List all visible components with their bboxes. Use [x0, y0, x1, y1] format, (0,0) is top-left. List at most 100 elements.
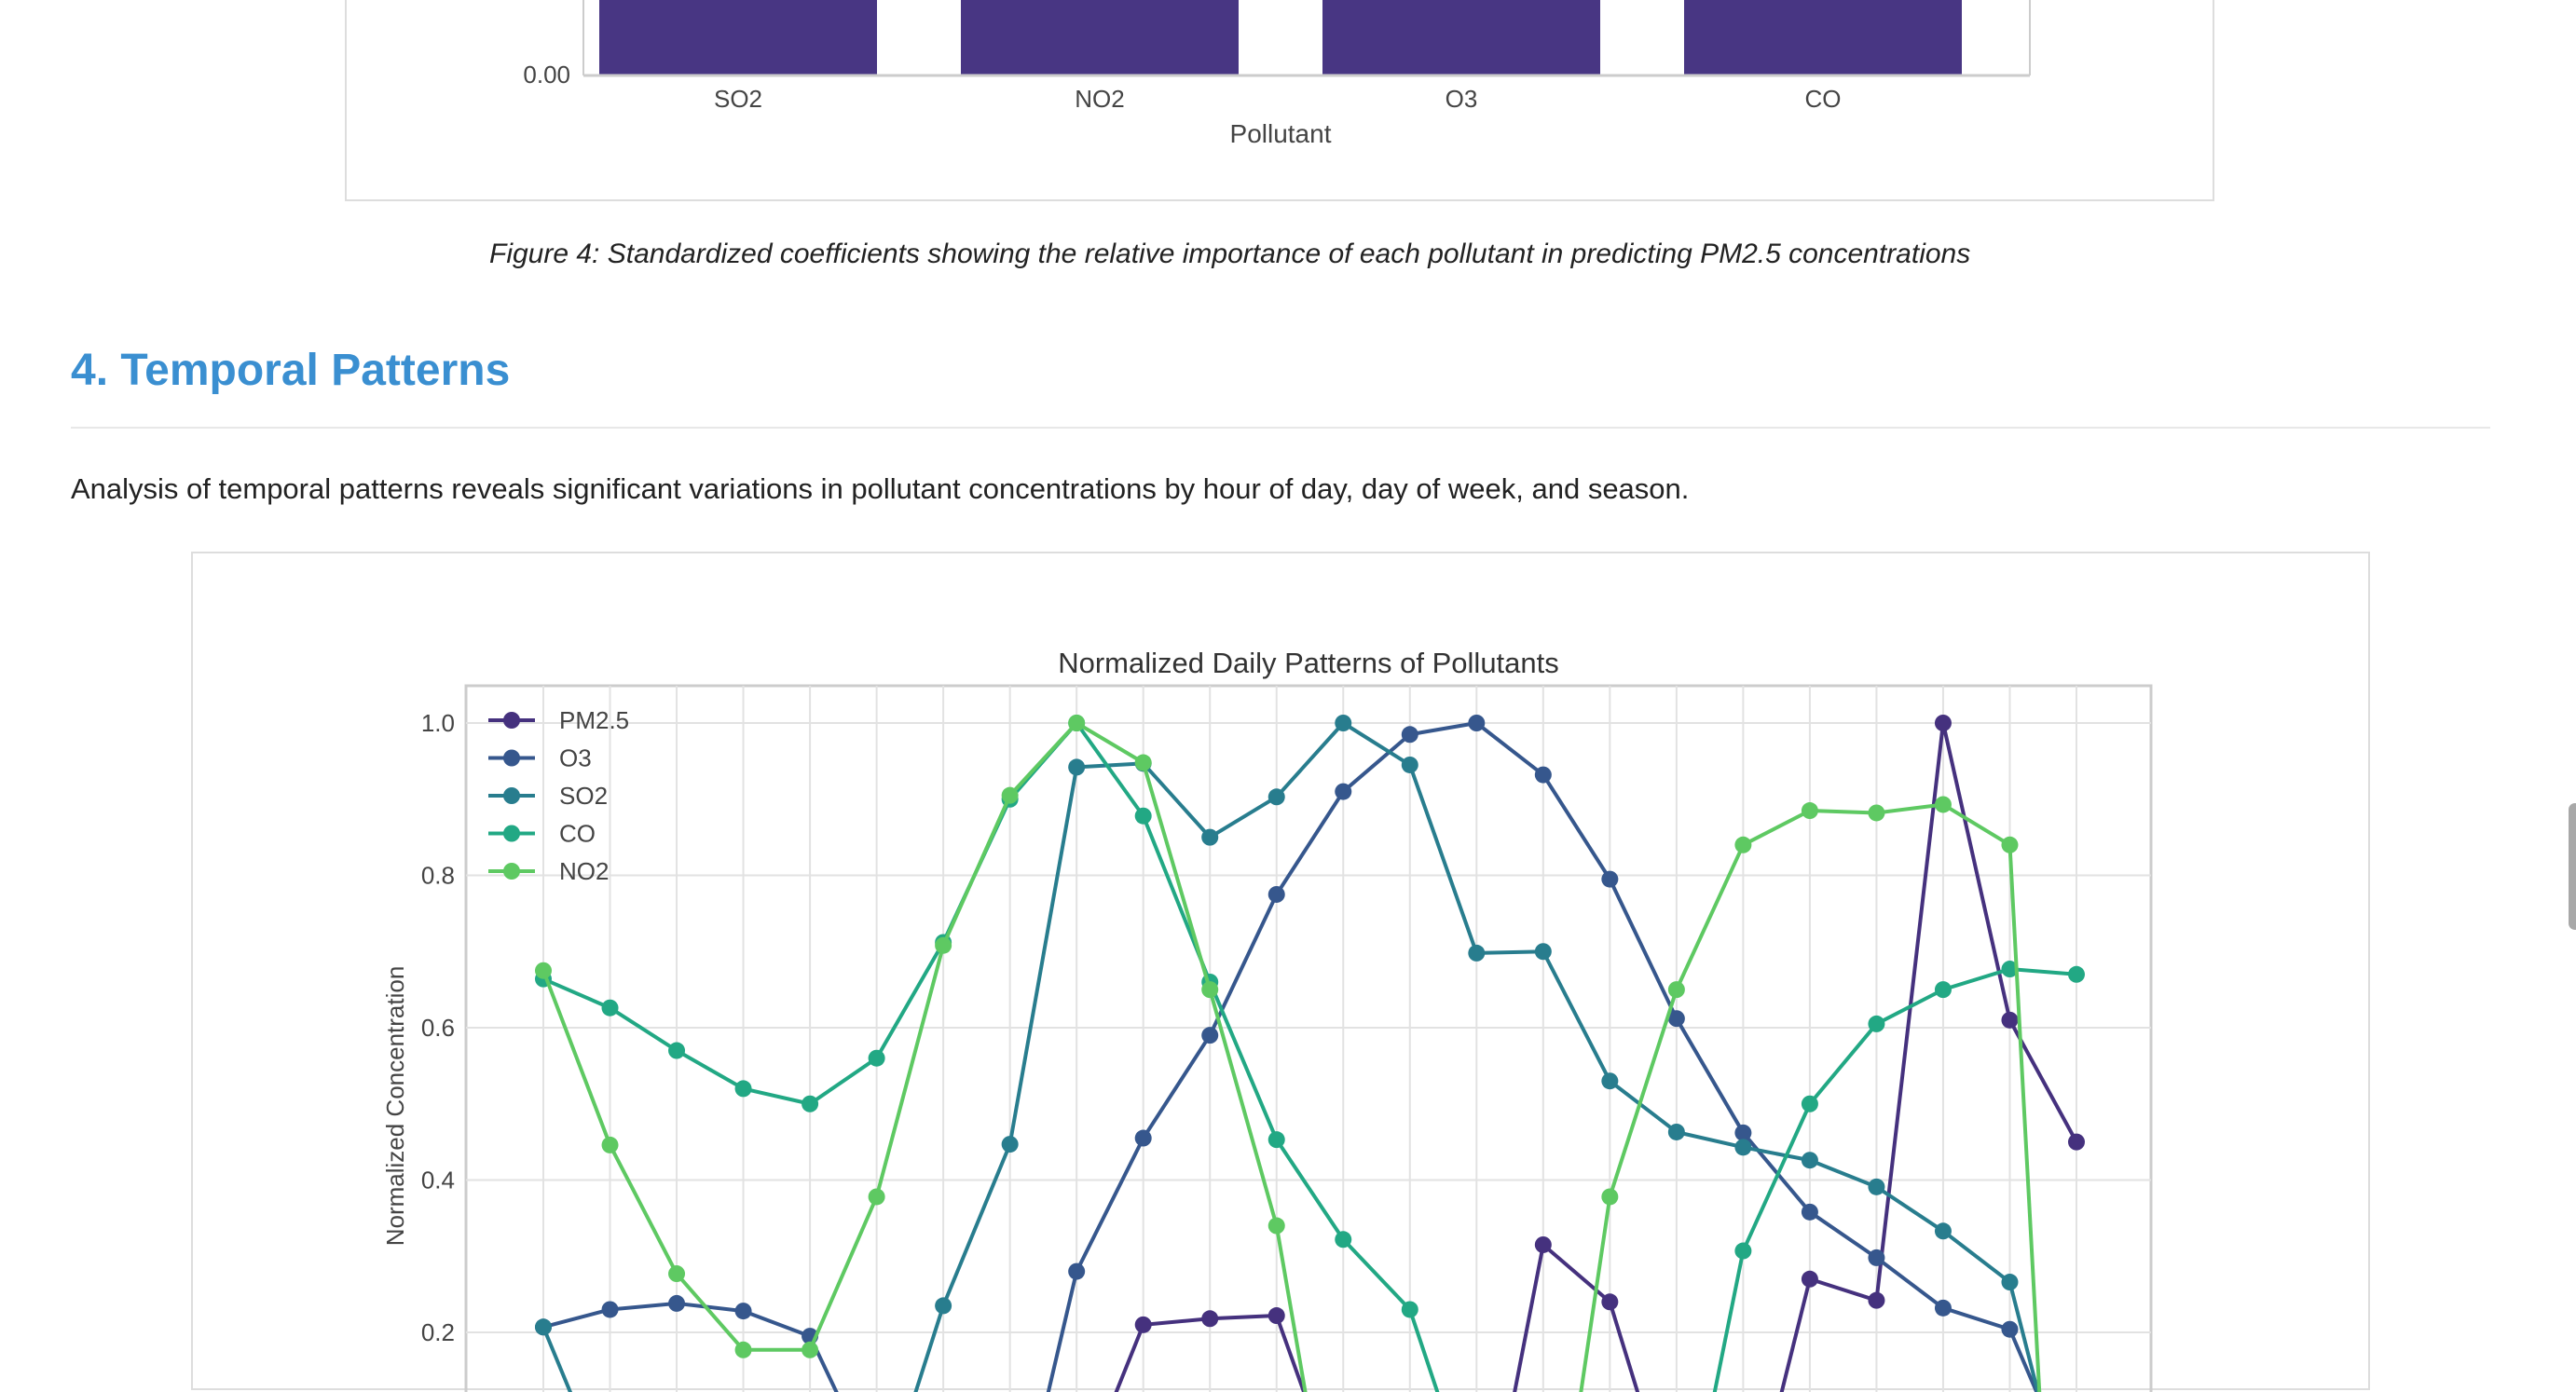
series-point-co — [668, 1042, 686, 1059]
daily-y-tick-label: 0.2 — [421, 1318, 455, 1346]
series-point-so2 — [1934, 1222, 1952, 1240]
series-point-so2 — [535, 1318, 552, 1336]
legend-marker — [503, 787, 520, 804]
series-point-pm25 — [1868, 1291, 1885, 1309]
coef-bar — [961, 0, 1239, 75]
series-point-so2 — [1734, 1139, 1752, 1156]
series-point-no2 — [1134, 754, 1152, 771]
series-point-co — [1335, 1231, 1352, 1249]
series-point-no2 — [535, 962, 552, 979]
coef-y-tick-label: 0.00 — [523, 61, 570, 89]
series-point-o3 — [1401, 726, 1418, 744]
series-point-co — [601, 999, 619, 1017]
coef-x-tick-label: NO2 — [1075, 85, 1124, 113]
series-point-pm25 — [2001, 1011, 2019, 1029]
series-point-so2 — [1335, 715, 1352, 731]
series-point-no2 — [935, 936, 952, 954]
series-point-so2 — [1001, 1136, 1019, 1153]
series-point-o3 — [1468, 715, 1486, 731]
series-point-no2 — [868, 1188, 885, 1206]
daily-patterns-line-chart: 0.2 0.4 0.6 0.8 1.0 Normalized Daily Patterns… — [381, 647, 2153, 1392]
series-point-no2 — [2001, 836, 2019, 853]
series-point-co — [1134, 807, 1152, 825]
series-point-o3 — [734, 1303, 752, 1320]
series-point-o3 — [601, 1301, 619, 1318]
series-line-stub — [1712, 1250, 1746, 1392]
series-point-o3 — [668, 1294, 686, 1312]
legend-label: NO2 — [559, 857, 609, 885]
coef-x-tick-label: CO — [1805, 85, 1842, 113]
series-point-so2 — [1534, 943, 1552, 961]
series-point-so2 — [1267, 788, 1285, 806]
series-point-pm25 — [1801, 1270, 1818, 1288]
series-point-co — [1934, 981, 1952, 999]
series-point-co — [1801, 1095, 1818, 1112]
legend-label: CO — [559, 820, 596, 848]
coef-x-tick-label: O3 — [1446, 85, 1478, 113]
coef-bar — [1684, 0, 1962, 75]
series-point-o3 — [1934, 1299, 1952, 1317]
series-point-co — [2068, 965, 2085, 983]
series-line-co — [1741, 967, 2077, 1252]
series-point-so2 — [935, 1297, 952, 1315]
series-point-no2 — [734, 1341, 752, 1358]
series-point-o3 — [1201, 1027, 1219, 1044]
series-point-o3 — [1601, 870, 1619, 888]
coef-bar — [599, 0, 877, 75]
series-point-co — [2001, 961, 2019, 978]
series-point-so2 — [1667, 1123, 1685, 1140]
daily-chart-title: Normalized Daily Patterns of Pollutants — [1058, 647, 1559, 679]
series-point-o3 — [1267, 885, 1285, 903]
series-line-stub — [1407, 1308, 1440, 1392]
legend-marker — [503, 863, 520, 880]
series-line-stub — [1779, 1278, 1812, 1392]
series-line-stub — [541, 1326, 573, 1392]
series-point-no2 — [1601, 1188, 1619, 1206]
series-point-co — [1734, 1242, 1752, 1260]
legend-marker — [503, 712, 520, 729]
series-point-pm25 — [1934, 715, 1952, 731]
daily-y-tick-label: 0.8 — [421, 862, 455, 890]
coef-bar-chart: SO2 NO2 O3 CO 0.00 Pollutant — [523, 0, 2031, 148]
series-point-so2 — [1201, 828, 1219, 846]
coef-figure-frame: SO2 NO2 O3 CO 0.00 Pollutant — [345, 0, 2214, 201]
series-point-no2 — [1267, 1217, 1285, 1235]
series-point-pm25 — [1201, 1310, 1219, 1328]
daily-y-axis-label: Normalized Concentration — [381, 966, 409, 1247]
daily-plot-area — [464, 684, 2153, 1392]
series-line-stub — [1579, 1196, 1612, 1392]
coef-x-axis-label: Pollutant — [1230, 119, 1332, 148]
series-point-o3 — [1667, 1010, 1685, 1028]
page-scrollbar-thumb[interactable] — [2569, 803, 2576, 930]
legend-marker — [503, 825, 520, 842]
series-point-so2 — [1068, 758, 1086, 776]
series-point-o3 — [1335, 783, 1352, 800]
series-line-stub — [913, 1304, 946, 1392]
coef-bar — [1322, 0, 1600, 75]
series-point-no2 — [1801, 802, 1818, 820]
series-point-no2 — [1734, 836, 1752, 853]
series-point-o3 — [1801, 1203, 1818, 1221]
series-point-no2 — [1068, 715, 1086, 731]
series-point-co — [1401, 1301, 1418, 1318]
series-point-o3 — [1134, 1129, 1152, 1147]
series-point-so2 — [1601, 1072, 1619, 1090]
series-line-stub — [1114, 1324, 1145, 1392]
series-point-pm25 — [1534, 1235, 1552, 1253]
series-point-no2 — [668, 1265, 686, 1283]
series-line-stub — [1513, 1244, 1545, 1392]
series-point-o3 — [1534, 766, 1552, 784]
series-point-o3 — [2001, 1320, 2019, 1338]
section-paragraph: Analysis of temporal patterns reveals si… — [71, 472, 1690, 505]
series-point-so2 — [1401, 756, 1418, 773]
series-point-co — [868, 1049, 885, 1067]
series-point-pm25 — [1134, 1316, 1152, 1333]
series-point-co — [1868, 1015, 1885, 1032]
series-point-co — [1267, 1131, 1285, 1149]
legend-label: O3 — [559, 744, 592, 772]
legend-label: PM2.5 — [559, 706, 629, 734]
series-point-co — [734, 1080, 752, 1098]
series-point-pm25 — [1601, 1293, 1619, 1311]
series-point-so2 — [1468, 944, 1486, 962]
coef-x-tick-label: SO2 — [714, 85, 762, 113]
